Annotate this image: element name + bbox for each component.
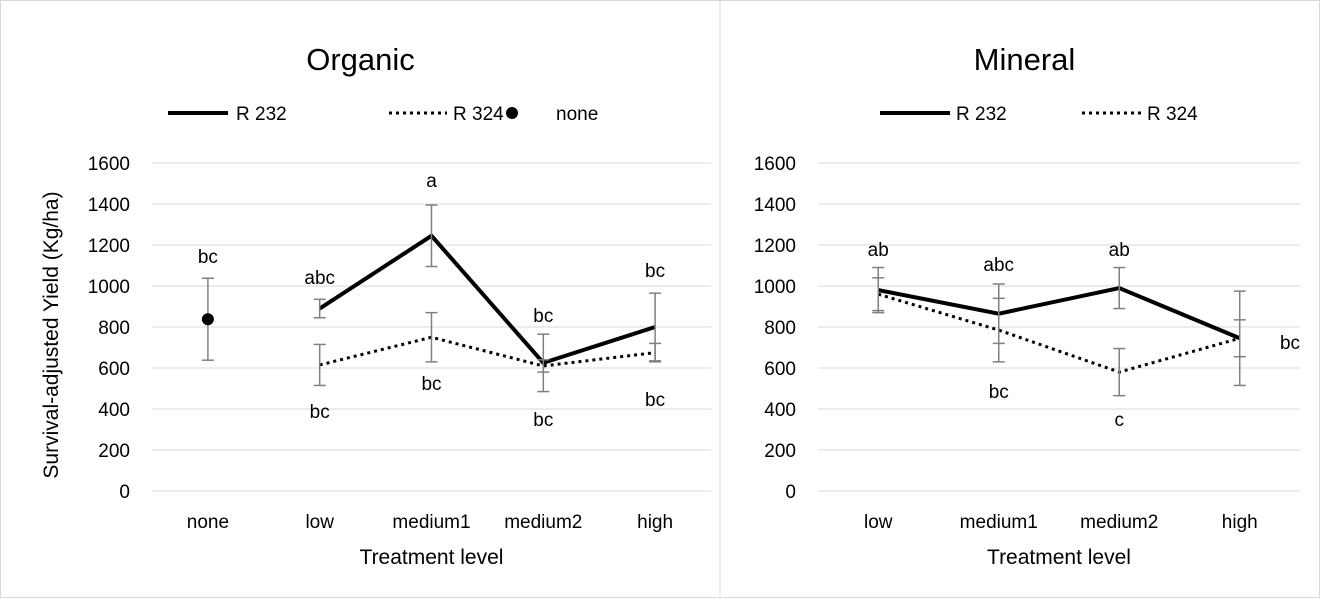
series-r-324: bc c bbox=[872, 277, 1246, 431]
y-tick-label: 1000 bbox=[88, 277, 130, 298]
x-tick-label: high bbox=[637, 512, 673, 533]
data-label: bc bbox=[533, 410, 553, 431]
series-line bbox=[877, 285, 1241, 341]
x-tick-label: medium1 bbox=[960, 512, 1038, 533]
data-label: bc bbox=[645, 390, 665, 411]
series-line bbox=[877, 292, 1241, 374]
x-tick-label: low bbox=[305, 512, 334, 533]
series-r-324: bc bc bc bc bbox=[310, 311, 665, 431]
x-axis-title: Treatment level bbox=[987, 546, 1131, 569]
series-line bbox=[318, 233, 656, 366]
data-label: bc bbox=[645, 261, 665, 282]
x-tick-label: medium1 bbox=[392, 512, 470, 533]
x-tick-label: medium2 bbox=[1080, 512, 1158, 533]
data-label: bc bbox=[198, 247, 218, 268]
data-label: bc bbox=[310, 402, 330, 423]
y-tick-label: 1400 bbox=[88, 195, 130, 216]
y-axis-title: Survival-adjusted Yield (Kg/ha) bbox=[40, 191, 63, 478]
panel-0: Organic 0 200 400 600 800 1000 1200 1400 1600 none… bbox=[40, 42, 711, 569]
y-tick-label: 800 bbox=[764, 318, 796, 339]
legend-label: none bbox=[556, 104, 598, 125]
data-label: ab bbox=[1109, 240, 1130, 261]
data-label: bc bbox=[1280, 333, 1300, 354]
y-tick-label: 400 bbox=[764, 400, 796, 421]
legend-label: R 232 bbox=[956, 104, 1007, 125]
x-tick-label: medium2 bbox=[504, 512, 582, 533]
y-tick-label: 200 bbox=[98, 441, 130, 462]
y-tick-label: 1000 bbox=[754, 277, 796, 298]
y-tick-label: 200 bbox=[764, 441, 796, 462]
series-line bbox=[319, 335, 656, 368]
y-tick-label: 600 bbox=[98, 359, 130, 380]
data-label: a bbox=[426, 171, 437, 192]
data-label: bc bbox=[421, 374, 441, 395]
data-point bbox=[201, 313, 214, 326]
panel-1: Mineral 0 200 400 600 800 1000 1200 1400 1600 low m… bbox=[754, 42, 1300, 569]
y-tick-label: 1600 bbox=[754, 154, 796, 175]
x-tick-label: none bbox=[187, 512, 229, 533]
data-label: c bbox=[1115, 410, 1125, 431]
chart-title: Organic bbox=[306, 42, 415, 77]
y-tick-label: 1200 bbox=[88, 236, 130, 257]
x-tick-label: low bbox=[864, 512, 893, 533]
legend-label: R 232 bbox=[236, 104, 287, 125]
x-tick-label: high bbox=[1222, 512, 1258, 533]
y-tick-label: 600 bbox=[764, 359, 796, 380]
legend-label: R 324 bbox=[453, 104, 504, 125]
data-label: ab bbox=[868, 240, 889, 261]
series-none: bc bbox=[198, 247, 218, 361]
y-tick-label: 400 bbox=[98, 400, 130, 421]
y-tick-label: 1200 bbox=[754, 236, 796, 257]
data-label: bc bbox=[533, 306, 553, 327]
legend-marker bbox=[506, 107, 518, 119]
series-r-232: ab abc ab bc bbox=[868, 240, 1300, 387]
y-tick-label: 1400 bbox=[754, 195, 796, 216]
y-tick-label: 1600 bbox=[88, 154, 130, 175]
y-tick-label: 800 bbox=[98, 318, 130, 339]
y-tick-label: 0 bbox=[119, 482, 130, 503]
data-label: bc bbox=[989, 382, 1009, 403]
chart-title: Mineral bbox=[974, 42, 1076, 77]
data-label: abc bbox=[983, 255, 1014, 276]
legend-label: R 324 bbox=[1147, 104, 1198, 125]
data-label: abc bbox=[304, 268, 335, 289]
x-axis-title: Treatment level bbox=[360, 546, 504, 569]
y-tick-label: 0 bbox=[785, 482, 796, 503]
